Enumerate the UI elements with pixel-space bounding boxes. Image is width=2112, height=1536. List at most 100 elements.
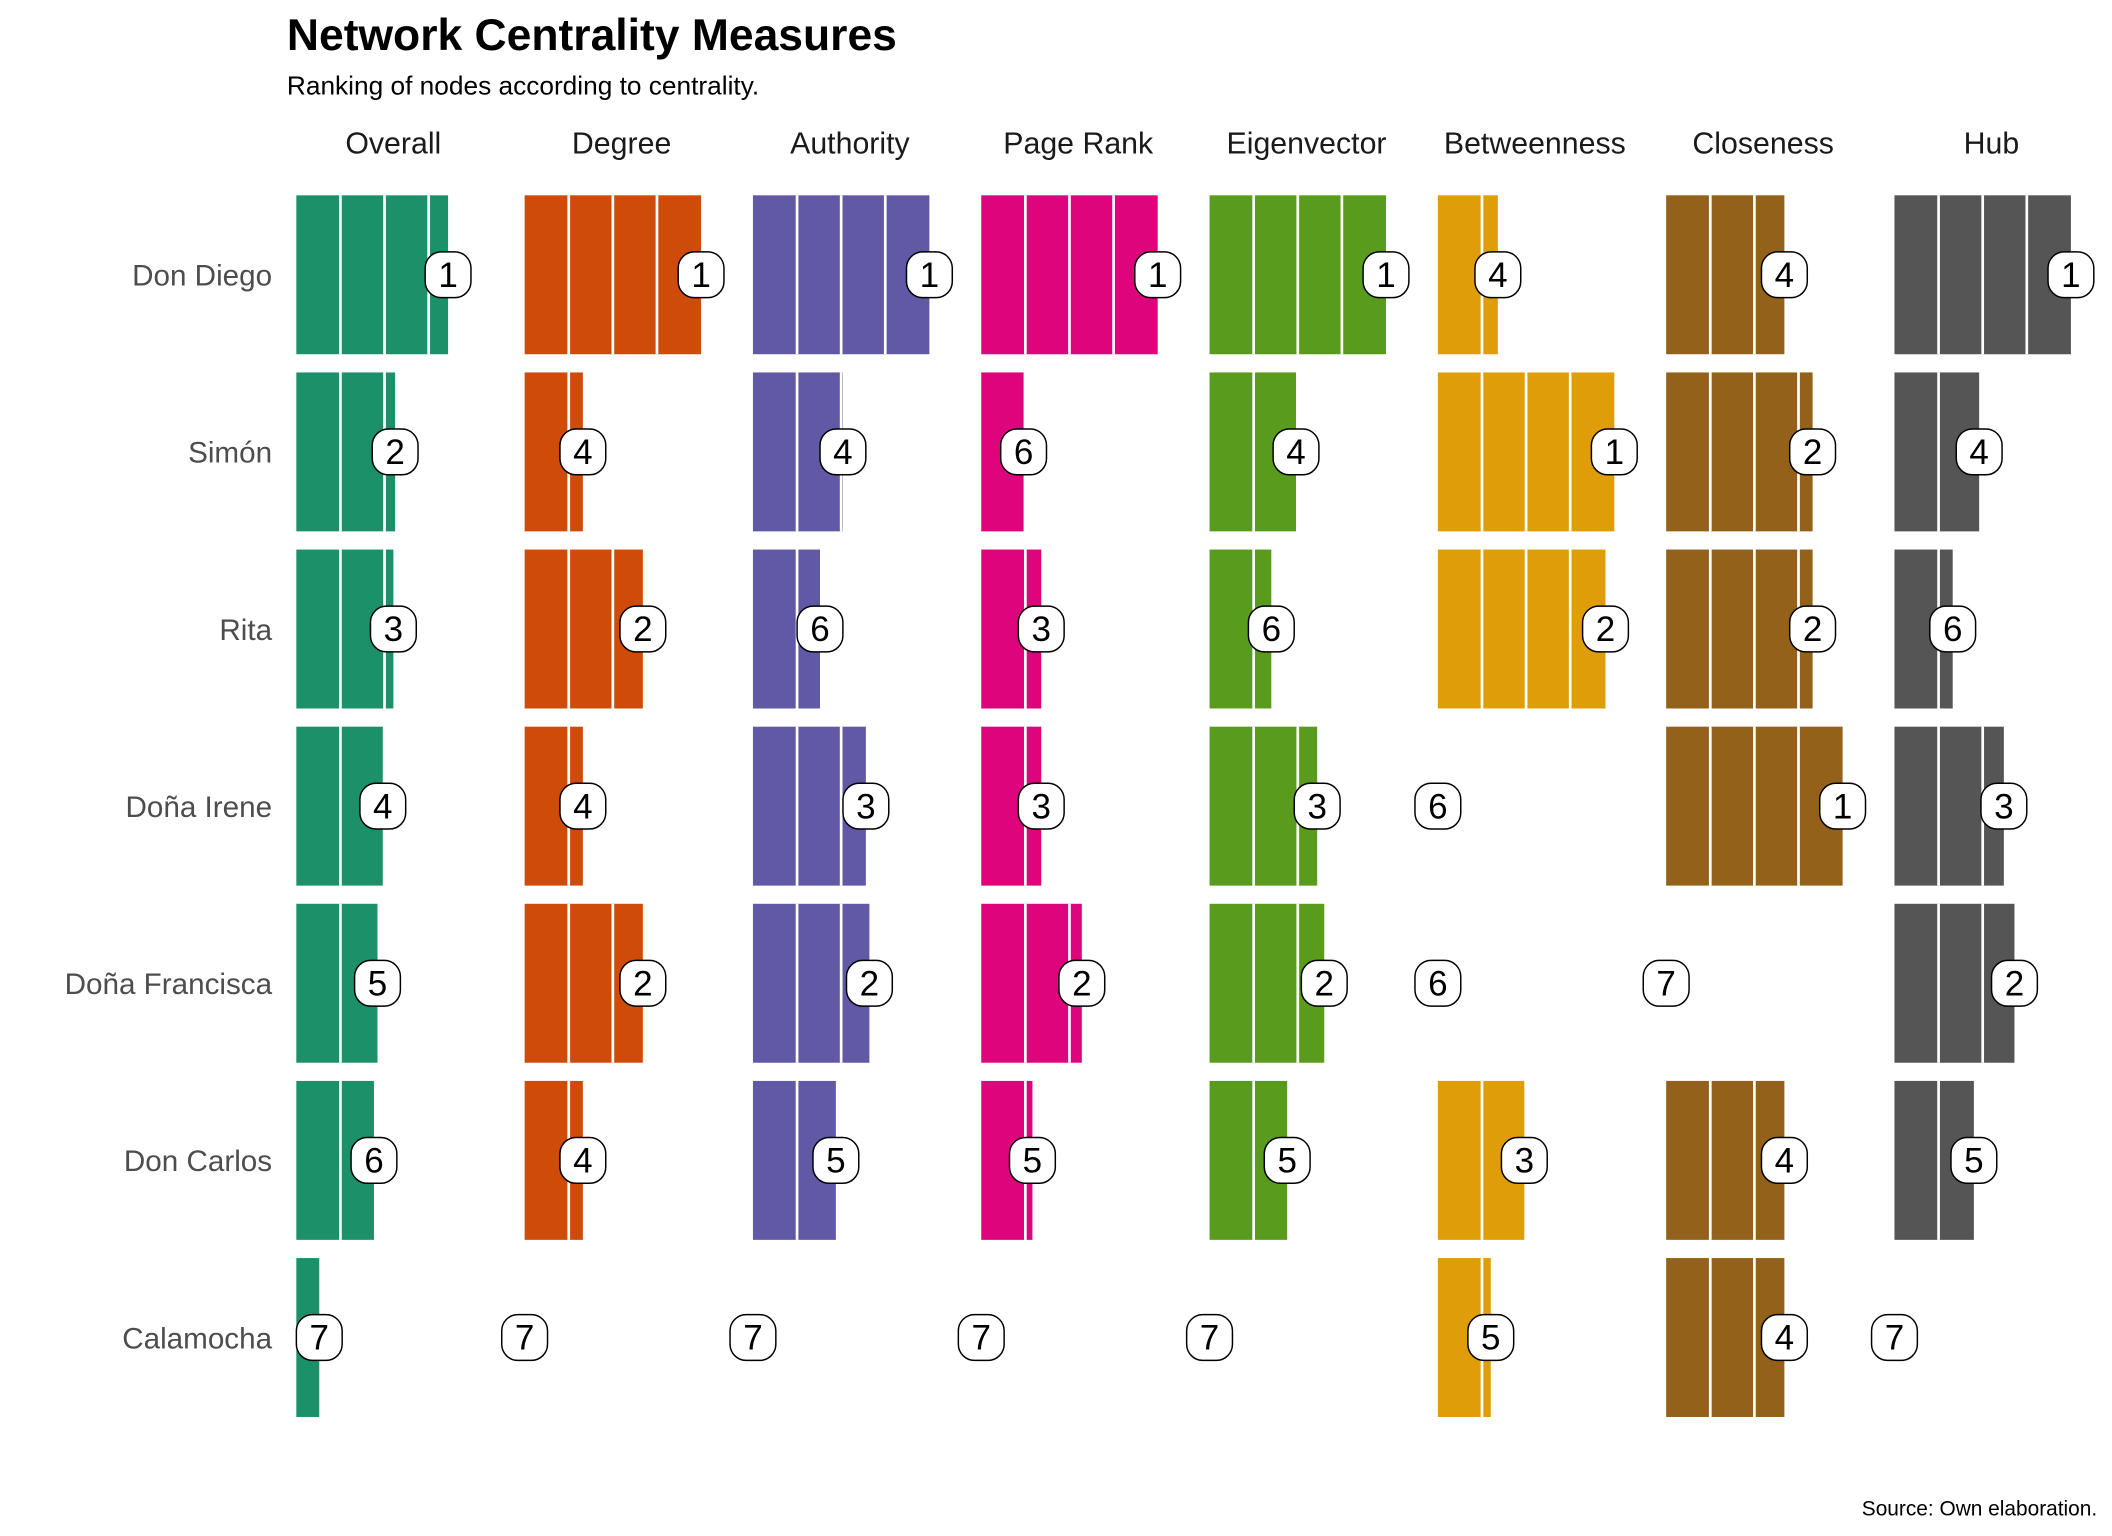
rank-text-overall-simon: 2 bbox=[385, 433, 404, 472]
rank-text-overall-don-carlos: 6 bbox=[364, 1142, 383, 1181]
rank-text-closeness-don-diego: 4 bbox=[1775, 256, 1794, 295]
facet-header-hub: Hub bbox=[1964, 128, 2020, 161]
rank-text-authority-calamocha: 7 bbox=[743, 1319, 762, 1358]
rank-label-betweenness-dona-irene: 6 bbox=[1414, 782, 1462, 830]
row-label-calamocha: Calamocha bbox=[122, 1322, 272, 1355]
rank-box-overall-dona-francisca bbox=[353, 959, 402, 1007]
rank-box-hub-dona-francisca bbox=[1990, 959, 2039, 1007]
rank-label-eigenvector-don-carlos: 5 bbox=[1263, 1136, 1311, 1185]
facet-header-page-rank: Page Rank bbox=[1003, 128, 1154, 161]
rank-box-betweenness-dona-irene bbox=[1414, 782, 1462, 830]
rank-box-closeness-don-diego bbox=[1760, 251, 1809, 299]
rank-text-closeness-calamocha: 4 bbox=[1775, 1319, 1794, 1358]
rank-box-closeness-dona-irene bbox=[1818, 782, 1867, 830]
rank-text-betweenness-simon: 1 bbox=[1605, 433, 1624, 472]
rank-box-degree-don-diego bbox=[677, 251, 725, 299]
rank-box-page-rank-dona-irene bbox=[1017, 782, 1065, 830]
rank-text-betweenness-dona-irene: 6 bbox=[1428, 787, 1447, 826]
rank-label-eigenvector-dona-irene: 3 bbox=[1293, 782, 1341, 830]
rank-label-authority-dona-irene: 3 bbox=[842, 782, 890, 830]
rank-text-eigenvector-don-diego: 1 bbox=[1376, 256, 1395, 295]
rank-text-page-rank-dona-francisca: 2 bbox=[1072, 964, 1091, 1003]
rank-label-betweenness-simon: 1 bbox=[1590, 428, 1638, 476]
rank-label-betweenness-don-diego: 4 bbox=[1474, 251, 1522, 299]
rank-text-betweenness-don-carlos: 3 bbox=[1515, 1142, 1534, 1181]
row-label-simon: Simón bbox=[188, 437, 272, 470]
rank-text-overall-don-diego: 1 bbox=[438, 256, 457, 295]
row-label-don-diego: Don Diego bbox=[132, 260, 272, 293]
rank-box-page-rank-dona-francisca bbox=[1058, 959, 1106, 1007]
rank-box-betweenness-don-carlos bbox=[1500, 1136, 1548, 1185]
rank-label-hub-don-diego: 1 bbox=[2047, 251, 2095, 299]
rank-text-page-rank-calamocha: 7 bbox=[972, 1319, 991, 1358]
rank-box-authority-calamocha bbox=[729, 1313, 777, 1362]
rank-label-betweenness-don-carlos: 3 bbox=[1500, 1136, 1548, 1185]
rank-box-page-rank-rita bbox=[1017, 605, 1065, 653]
rank-label-overall-don-diego: 1 bbox=[424, 251, 472, 299]
rank-box-betweenness-don-diego bbox=[1474, 251, 1522, 299]
rank-box-hub-don-carlos bbox=[1950, 1136, 1998, 1185]
rank-box-authority-simon bbox=[819, 428, 867, 476]
row-label-dona-irene: Doña Irene bbox=[126, 791, 273, 824]
rank-label-betweenness-calamocha: 5 bbox=[1467, 1313, 1515, 1362]
rank-text-betweenness-don-diego: 4 bbox=[1488, 256, 1507, 295]
rank-label-closeness-dona-irene: 1 bbox=[1818, 782, 1867, 830]
rank-label-authority-don-carlos: 5 bbox=[812, 1136, 860, 1185]
rank-text-hub-simon: 4 bbox=[1969, 433, 1988, 472]
rank-box-eigenvector-rita bbox=[1247, 605, 1295, 653]
rank-text-hub-don-diego: 1 bbox=[2061, 256, 2080, 295]
row-label-dona-francisca: Doña Francisca bbox=[65, 968, 273, 1001]
rank-text-hub-don-carlos: 5 bbox=[1964, 1142, 1983, 1181]
rank-box-degree-calamocha bbox=[500, 1313, 549, 1362]
rank-label-closeness-don-diego: 4 bbox=[1760, 251, 1809, 299]
rank-box-hub-simon bbox=[1955, 428, 2003, 476]
rank-label-hub-rita: 6 bbox=[1929, 605, 1977, 653]
rank-box-betweenness-calamocha bbox=[1467, 1313, 1515, 1362]
facet-header-overall: Overall bbox=[345, 128, 441, 161]
rank-labels-layer: 1 2 3 4 5 6 7 1 4 2 4 2 4 7 1 4 6 3 2 5 7 1 6 3 3 2 5 7 1 4 6 3 2 5 7 4 1 2 6 6… bbox=[295, 251, 2095, 1362]
rank-label-closeness-calamocha: 4 bbox=[1760, 1313, 1809, 1362]
rank-box-eigenvector-don-carlos bbox=[1263, 1136, 1311, 1185]
rank-text-overall-dona-francisca: 5 bbox=[368, 964, 387, 1003]
row-label-rita: Rita bbox=[219, 614, 272, 647]
rank-box-overall-calamocha bbox=[295, 1313, 343, 1362]
rank-text-hub-dona-irene: 3 bbox=[1994, 787, 2013, 826]
rank-text-authority-simon: 4 bbox=[833, 433, 852, 472]
rank-label-page-rank-don-carlos: 5 bbox=[1008, 1136, 1057, 1185]
rank-box-authority-rita bbox=[796, 605, 844, 653]
rank-text-overall-rita: 3 bbox=[384, 610, 403, 649]
rank-label-page-rank-dona-irene: 3 bbox=[1017, 782, 1065, 830]
rank-text-eigenvector-simon: 4 bbox=[1286, 433, 1305, 472]
rank-label-hub-don-carlos: 5 bbox=[1950, 1136, 1998, 1185]
facet-header-closeness: Closeness bbox=[1692, 128, 1833, 161]
rank-label-closeness-don-carlos: 4 bbox=[1760, 1136, 1809, 1185]
chart-subtitle: Ranking of nodes according to centrality… bbox=[287, 70, 759, 100]
rank-label-hub-dona-irene: 3 bbox=[1980, 782, 2028, 830]
rank-text-betweenness-rita: 2 bbox=[1596, 610, 1615, 649]
rank-label-eigenvector-dona-francisca: 2 bbox=[1300, 959, 1348, 1007]
rank-box-degree-rita bbox=[619, 605, 667, 653]
rank-text-closeness-rita: 2 bbox=[1803, 610, 1822, 649]
rank-text-hub-dona-francisca: 2 bbox=[2005, 964, 2024, 1003]
rank-box-betweenness-rita bbox=[1581, 605, 1630, 653]
rank-text-hub-calamocha: 7 bbox=[1885, 1319, 1904, 1358]
rank-box-closeness-don-carlos bbox=[1760, 1136, 1809, 1185]
row-label-don-carlos: Don Carlos bbox=[124, 1145, 272, 1178]
rank-label-degree-dona-irene: 4 bbox=[559, 782, 607, 830]
rank-box-hub-calamocha bbox=[1870, 1313, 1919, 1362]
rank-text-degree-don-diego: 1 bbox=[691, 256, 710, 295]
rank-label-overall-don-carlos: 6 bbox=[350, 1136, 398, 1185]
rank-text-page-rank-dona-irene: 3 bbox=[1031, 787, 1050, 826]
rank-box-overall-rita bbox=[369, 605, 418, 653]
rank-label-closeness-rita: 2 bbox=[1788, 605, 1837, 653]
rank-text-betweenness-calamocha: 5 bbox=[1481, 1319, 1500, 1358]
rank-text-degree-rita: 2 bbox=[633, 610, 652, 649]
rank-text-overall-calamocha: 7 bbox=[310, 1319, 329, 1358]
rank-box-betweenness-simon bbox=[1590, 428, 1638, 476]
rank-box-degree-dona-irene bbox=[559, 782, 607, 830]
rank-box-closeness-dona-francisca bbox=[1642, 959, 1690, 1007]
rank-label-eigenvector-simon: 4 bbox=[1272, 428, 1320, 476]
bar-overall-don-diego bbox=[296, 195, 449, 355]
rank-text-page-rank-rita: 3 bbox=[1031, 610, 1050, 649]
